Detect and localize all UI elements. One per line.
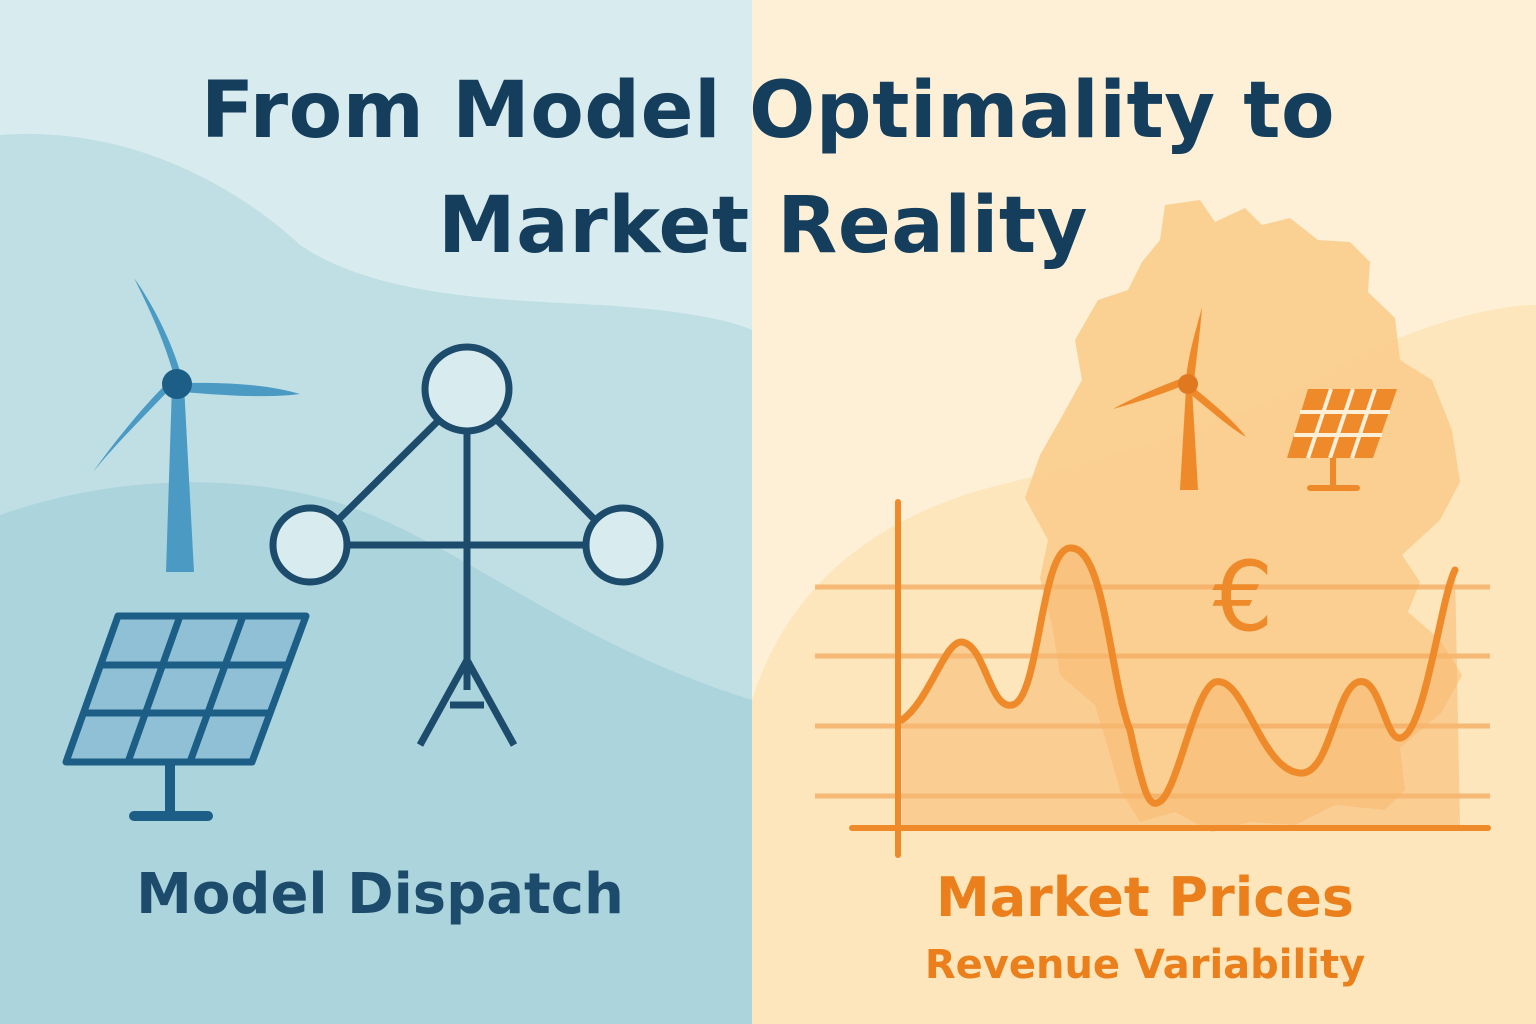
price-area (902, 547, 1460, 825)
left-wind-turbine-icon (93, 278, 300, 572)
euro-symbol: € (1212, 541, 1273, 653)
right-wind-turbine-icon (1113, 307, 1246, 490)
right-panel (752, 0, 1536, 1024)
market-prices-caption: Market Prices (936, 866, 1354, 929)
model-dispatch-caption: Model Dispatch (136, 862, 624, 927)
price-chart-icon (815, 499, 1491, 858)
revenue-variability-caption: Revenue Variability (924, 942, 1366, 988)
germany-map-icon (1025, 200, 1462, 832)
power-network-icon (269, 343, 664, 747)
left-solar-panel-icon (62, 612, 310, 821)
page-title-line-2: Market Reality (437, 181, 1089, 271)
page-title-line-1: From Model Optimality to (200, 66, 1336, 156)
price-line (898, 544, 1459, 807)
right-solar-panel-icon (1287, 388, 1397, 491)
